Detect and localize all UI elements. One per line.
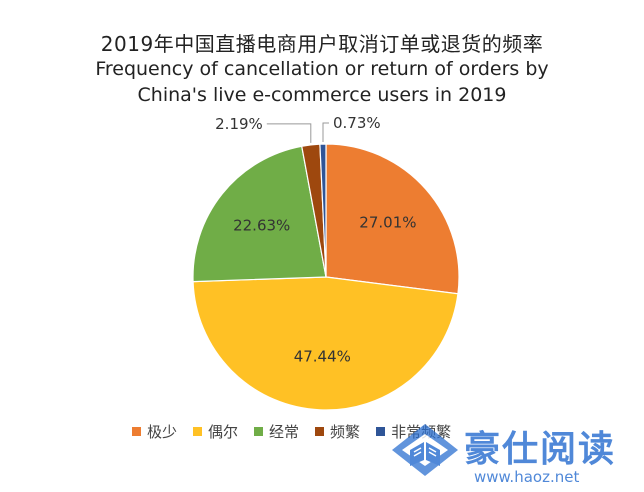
legend-swatch	[254, 427, 264, 436]
legend-item: 偶尔	[193, 421, 238, 442]
legend-swatch	[193, 427, 203, 436]
legend-swatch	[132, 427, 141, 436]
data-label: 27.01%	[359, 214, 416, 232]
pie-slice	[192, 276, 459, 411]
watermark-name: 豪仕阅读	[464, 428, 617, 470]
legend-label: 经常	[269, 423, 300, 441]
leader-line	[322, 122, 329, 142]
watermark: 豪仕阅读 www.haoz.net	[390, 418, 644, 492]
legend-item: 极少	[132, 421, 177, 442]
pie-slice	[319, 143, 327, 278]
legend-label: 频繁	[330, 423, 361, 441]
legend-label: 偶尔	[208, 423, 239, 441]
book-icon	[392, 424, 458, 476]
data-label: 0.73%	[333, 114, 381, 132]
legend-item: 经常	[254, 421, 299, 442]
chart-subtitle-line-1: Frequency of cancellation or return of o…	[95, 58, 549, 80]
chart-subtitle-line-2: China's live e-commerce users in 2019	[137, 84, 507, 106]
leader-line	[266, 123, 312, 143]
legend-swatch	[315, 427, 325, 436]
legend-label: 极少	[147, 423, 178, 441]
legend-item: 频繁	[315, 421, 360, 442]
data-label: 2.19%	[215, 115, 263, 133]
chart-title: 2019年中国直播电商用户取消订单或退货的频率	[100, 32, 544, 56]
data-label: 47.44%	[294, 348, 351, 366]
legend-swatch	[376, 427, 386, 436]
watermark-url: www.haoz.net	[474, 468, 580, 486]
pie-slice	[192, 145, 327, 283]
data-label: 22.63%	[233, 216, 290, 234]
pie-slice	[325, 143, 460, 295]
